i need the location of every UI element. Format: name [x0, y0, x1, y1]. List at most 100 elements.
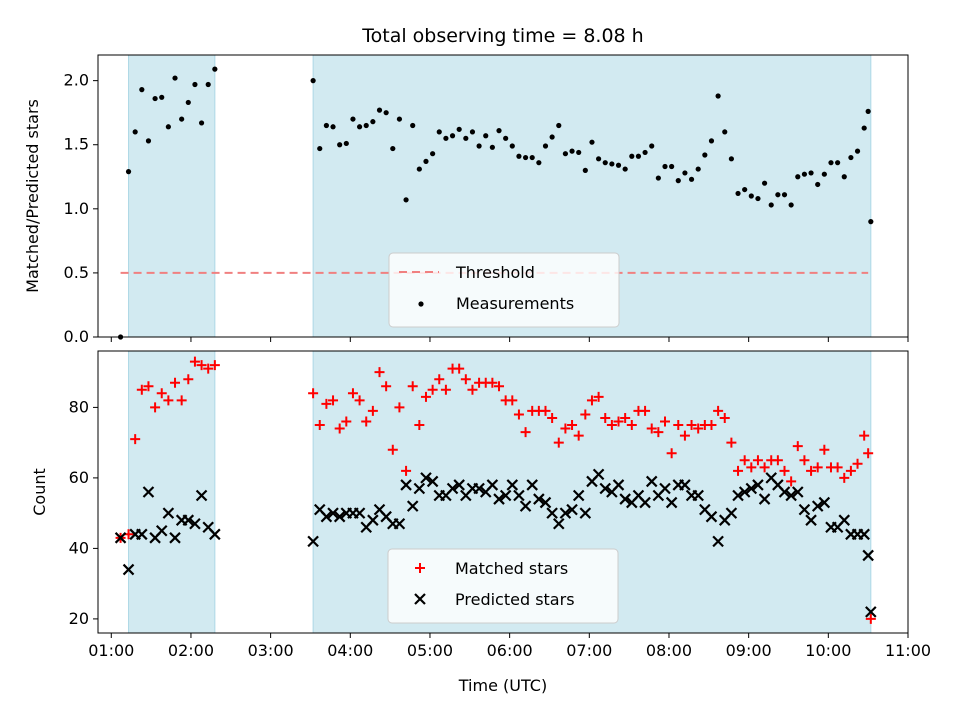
y-axis-label: Matched/Predicted stars — [23, 99, 42, 293]
x-tick-label-7: 08:00 — [646, 641, 692, 660]
measurement-point-9 — [179, 116, 185, 122]
measurement-point-80 — [742, 186, 748, 193]
predicted-point-68 — [659, 482, 671, 495]
matched-point-8 — [170, 377, 181, 388]
measurement-point-58 — [596, 156, 602, 162]
measurement-point-85 — [775, 192, 781, 198]
measurement-point-23 — [363, 122, 369, 129]
predicted-point-50 — [539, 496, 552, 509]
measurement-point-38 — [463, 135, 469, 141]
measurement-point-93 — [828, 160, 834, 166]
measurement-point-12 — [198, 120, 205, 126]
matched-point-100 — [865, 613, 876, 624]
predicted-point-90 — [805, 514, 817, 526]
predicted-point-98 — [858, 528, 870, 541]
matched-point-75 — [706, 420, 717, 431]
y-tick-label-2: 1.0 — [64, 199, 89, 218]
legend-matched-swatch — [415, 563, 425, 573]
matched-point-95 — [839, 472, 850, 483]
y-tick-label-0: 20 — [69, 609, 89, 628]
matched-point-13 — [203, 363, 214, 374]
predicted-point-59 — [599, 482, 612, 495]
matched-point-98 — [859, 430, 870, 441]
matched-point-42 — [487, 377, 498, 388]
matched-point-86 — [779, 465, 790, 476]
predicted-point-46 — [513, 489, 525, 502]
predicted-point-31 — [413, 482, 426, 495]
predicted-point-42 — [486, 479, 499, 491]
measurement-point-98 — [861, 125, 867, 131]
measurement-point-2 — [132, 129, 138, 135]
shaded-span-0 — [128, 54, 216, 338]
measurement-point-17 — [323, 122, 329, 129]
measurement-point-92 — [821, 171, 827, 177]
measurement-point-42 — [489, 144, 495, 150]
matched-point-54 — [567, 420, 578, 431]
measurement-point-41 — [483, 133, 489, 139]
measurement-point-64 — [635, 153, 642, 159]
matched-point-72 — [686, 420, 697, 431]
matched-point-80 — [739, 455, 750, 466]
matched-point-30 — [407, 381, 418, 392]
measurement-point-24 — [370, 119, 376, 125]
x-tick-label-9: 10:00 — [805, 641, 851, 660]
predicted-point-71 — [679, 479, 691, 491]
shaded-span-0 — [128, 350, 216, 634]
matched-point-66 — [646, 423, 657, 434]
predicted-point-78 — [725, 507, 738, 519]
measurement-point-78 — [728, 156, 734, 162]
predicted-point-89 — [798, 503, 811, 516]
legend-box — [387, 548, 619, 624]
measurement-point-18 — [330, 124, 336, 130]
measurement-point-55 — [576, 149, 582, 156]
measurement-point-74 — [702, 152, 708, 158]
measurement-point-76 — [715, 93, 721, 99]
measurement-point-6 — [159, 94, 165, 100]
predicted-point-6 — [155, 524, 168, 537]
legend-box — [388, 252, 620, 328]
matched-point-3 — [136, 384, 147, 395]
predicted-point-66 — [645, 475, 658, 488]
measurement-point-84 — [768, 202, 774, 208]
matched-point-23 — [361, 416, 372, 427]
measurement-point-31 — [416, 166, 422, 172]
predicted-point-99 — [862, 549, 874, 562]
matched-point-88 — [792, 441, 803, 452]
predicted-point-88 — [792, 486, 804, 498]
matched-point-11 — [189, 356, 200, 367]
predicted-point-4 — [142, 486, 155, 498]
predicted-point-37 — [453, 479, 465, 491]
measurement-point-27 — [390, 145, 396, 152]
predicted-point-49 — [533, 493, 545, 505]
predicted-point-52 — [552, 517, 565, 530]
matched-point-33 — [427, 384, 438, 395]
legend-label-1: Measurements — [456, 294, 574, 313]
measurement-point-97 — [854, 148, 861, 154]
measurement-point-8 — [172, 75, 178, 81]
x-tick-label-10: 11:00 — [885, 641, 931, 660]
predicted-point-40 — [473, 482, 485, 495]
matched-point-92 — [819, 444, 830, 455]
matched-point-19 — [334, 423, 345, 434]
matched-point-97 — [852, 458, 863, 469]
matched-point-70 — [673, 420, 684, 431]
x-tick-label-1: 02:00 — [168, 641, 214, 660]
axes-frame — [97, 350, 909, 634]
chart-title: Total observing time = 8.08 h — [361, 25, 643, 47]
matched-point-21 — [347, 388, 358, 399]
matched-point-32 — [420, 391, 431, 402]
x-tick-label-3: 04:00 — [327, 641, 373, 660]
legend-label-1: Predicted stars — [455, 590, 575, 609]
predicted-point-8 — [169, 532, 181, 544]
matched-point-63 — [626, 420, 637, 431]
predicted-point-62 — [619, 493, 631, 505]
measurement-point-1 — [125, 169, 132, 175]
predicted-point-17 — [320, 510, 333, 523]
predicted-point-30 — [406, 500, 419, 512]
matched-point-12 — [196, 360, 207, 371]
measurement-point-68 — [662, 163, 668, 170]
predicted-point-92 — [818, 496, 831, 509]
predicted-point-73 — [692, 489, 704, 502]
measurement-point-77 — [722, 129, 728, 135]
matched-point-20 — [341, 416, 352, 427]
